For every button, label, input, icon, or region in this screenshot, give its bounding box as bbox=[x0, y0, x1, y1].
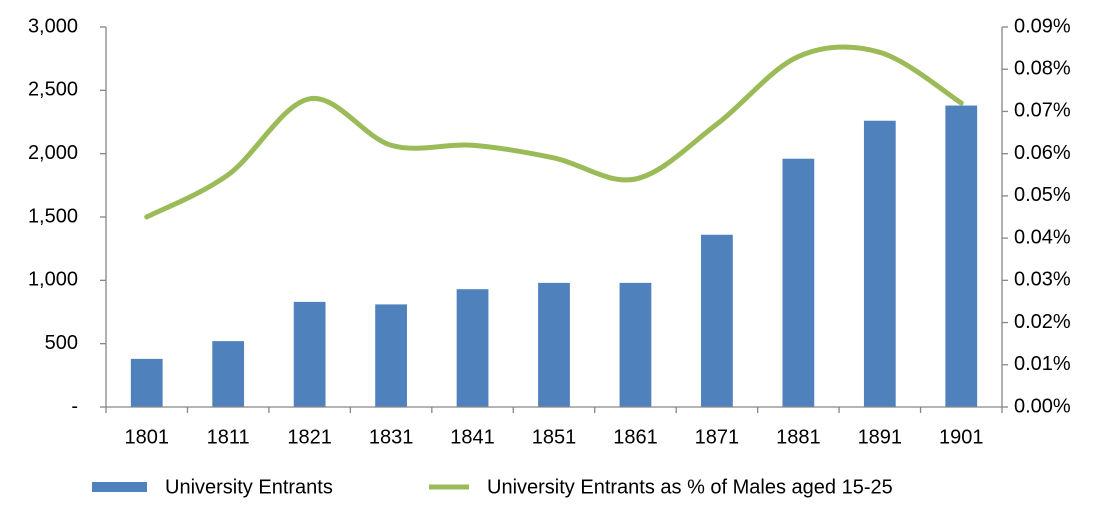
bar bbox=[945, 105, 978, 408]
x-tick-label: 1831 bbox=[369, 426, 414, 448]
y-tick-label: 3,000 bbox=[28, 15, 78, 37]
bar bbox=[782, 158, 815, 407]
y-tick-label: 2,000 bbox=[28, 142, 78, 164]
y-tick-label: 2,500 bbox=[28, 79, 78, 101]
bar bbox=[701, 234, 733, 407]
bar bbox=[538, 282, 570, 407]
y2-tick-label: 0.03% bbox=[1014, 269, 1071, 291]
x-tick-label: 1821 bbox=[287, 426, 332, 448]
x-tick-label: 1801 bbox=[124, 426, 169, 448]
bar bbox=[375, 304, 407, 407]
y2-tick-label: 0.08% bbox=[1014, 58, 1071, 80]
bar bbox=[456, 289, 489, 407]
legend-label: University Entrants bbox=[165, 476, 333, 498]
y-tick-label: - bbox=[71, 395, 78, 417]
x-tick-label: 1861 bbox=[613, 426, 658, 448]
x-tick-label: 1811 bbox=[207, 426, 250, 448]
bar bbox=[130, 358, 163, 407]
line bbox=[144, 44, 964, 220]
legend-swatch bbox=[92, 482, 147, 492]
y2-tick-label: 0.07% bbox=[1014, 100, 1071, 122]
x-tick-label: 1841 bbox=[450, 426, 495, 448]
y-tick-label: 500 bbox=[45, 332, 78, 354]
x-tick-label: 1891 bbox=[858, 426, 903, 448]
bar bbox=[293, 301, 326, 407]
y2-tick-label: 0.00% bbox=[1014, 395, 1071, 417]
x-tick-label: 1881 bbox=[776, 426, 821, 448]
y2-tick-label: 0.06% bbox=[1014, 142, 1071, 164]
y2-tick-label: 0.05% bbox=[1014, 184, 1071, 206]
y2-tick-label: 0.02% bbox=[1014, 311, 1071, 333]
bar bbox=[619, 282, 652, 407]
bar bbox=[212, 341, 245, 407]
y-tick-label: 1,000 bbox=[28, 269, 78, 291]
x-tick-label: 1871 bbox=[695, 426, 740, 448]
x-tick-label: 1851 bbox=[532, 426, 577, 448]
y2-tick-label: 0.01% bbox=[1014, 353, 1071, 375]
y-tick-label: 1,500 bbox=[28, 205, 78, 227]
x-tick-label: 1901 bbox=[939, 426, 984, 448]
bar bbox=[863, 120, 896, 407]
legend-label: University Entrants as % of Males aged 1… bbox=[487, 476, 893, 498]
y2-tick-label: 0.04% bbox=[1014, 226, 1071, 248]
y2-tick-label: 0.09% bbox=[1014, 15, 1071, 37]
